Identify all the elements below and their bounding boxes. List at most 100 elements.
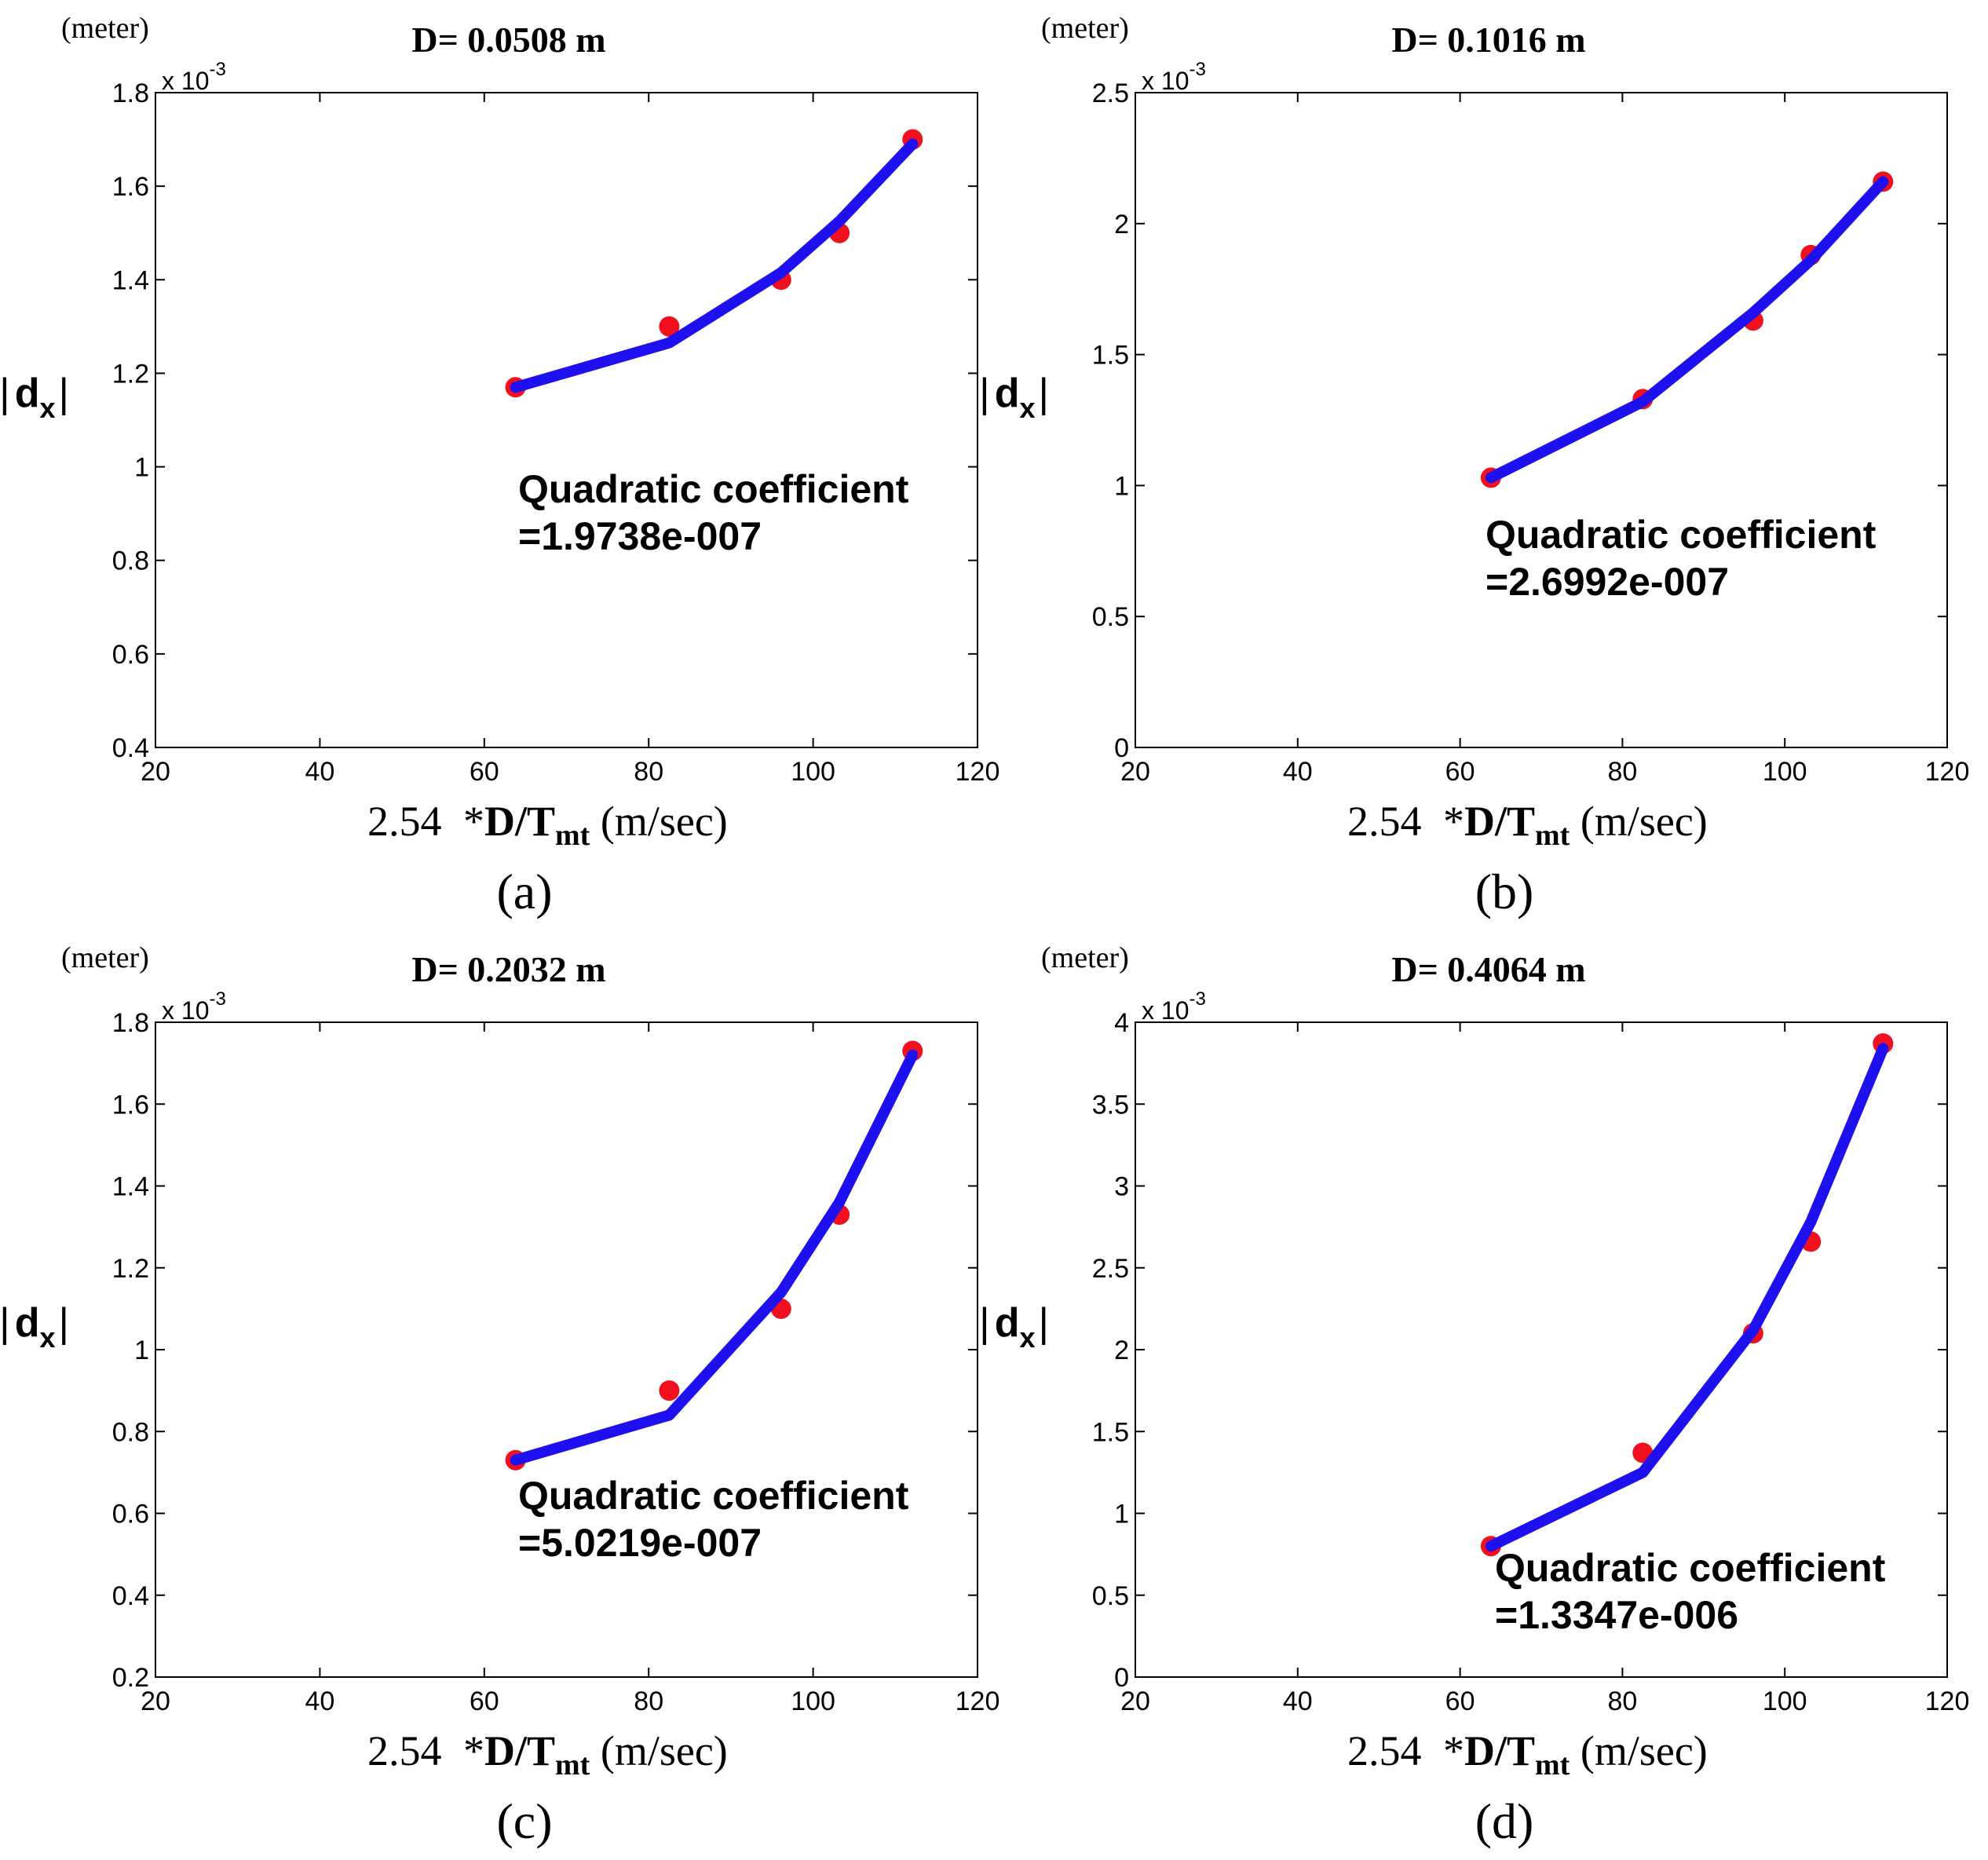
x-label-star: * [1443, 798, 1464, 845]
x-label-sub: mt [1535, 1749, 1570, 1781]
x-tick-label: 80 [634, 1686, 663, 1716]
x-label-prefix: 2.54 [367, 1727, 452, 1774]
exponent-power: -3 [209, 59, 225, 80]
x-tick-label: 120 [1925, 1686, 1970, 1716]
x-label-star: * [1443, 1727, 1464, 1774]
y-tick-label: 0.4 [112, 1581, 149, 1611]
y-tick-label: 0.8 [112, 546, 149, 576]
x-axis-label: 2.54 *D/Tmt (m/sec) [367, 1727, 728, 1781]
x-tick-label: 20 [141, 757, 170, 787]
y-tick-label: 0.2 [112, 1663, 149, 1693]
y-label-main: d [15, 1300, 40, 1346]
chart-panel-4: 20 40 60 80 100 120 0 0.5 1 1.5 2 2.5 3 3.5 4 x 10-3 (me… [979, 941, 1969, 1849]
fit-line [1485, 1043, 1889, 1552]
y-label-main: d [995, 371, 1020, 416]
x-tick-label: 120 [956, 1686, 1000, 1716]
plot-frame [155, 1021, 978, 1678]
y-label-bar-left: | [979, 1300, 990, 1346]
x-tick-label: 100 [1763, 757, 1807, 787]
exponent-label: x 10-3 [162, 988, 226, 1025]
y-tick-label: 0.6 [112, 640, 149, 670]
panel-label: (d) [1475, 1793, 1534, 1849]
x-axis-label: 2.54 *D/Tmt (m/sec) [1347, 798, 1708, 852]
y-tick-label: 2.5 [1092, 1254, 1129, 1284]
y-tick-label: 1.8 [112, 1008, 149, 1038]
y-tick-label: 0.6 [112, 1500, 149, 1529]
x-tick-label: 20 [1120, 757, 1150, 787]
y-label-bar-left: | [0, 1300, 10, 1346]
fit-line [1485, 176, 1889, 484]
x-label-star: * [463, 798, 484, 845]
y-label-bar-right: | [1038, 1300, 1049, 1346]
exponent-base: x 10 [162, 996, 209, 1025]
units-label: (meter) [1041, 12, 1129, 45]
units-label: (meter) [61, 12, 149, 45]
y-label-main: d [995, 1300, 1020, 1346]
data-point [659, 1380, 680, 1401]
x-tick-label: 40 [1283, 1686, 1313, 1716]
x-tick-label: 40 [305, 757, 334, 787]
y-tick-label: 4 [1114, 1008, 1129, 1038]
y-tick-label: 1.4 [112, 1172, 149, 1202]
x-tick-label: 80 [1607, 1686, 1637, 1716]
x-tick-label: 20 [1120, 1686, 1150, 1716]
x-tick-label: 60 [470, 1686, 499, 1716]
y-tick-label: 1.2 [112, 1254, 149, 1284]
x-axis-label: 2.54 *D/Tmt (m/sec) [367, 798, 728, 852]
chart-title: D= 0.2032 m [411, 949, 605, 989]
y-label-bar-right: | [1038, 371, 1049, 416]
y-label-main: d [15, 371, 40, 416]
x-tick-label: 40 [305, 1686, 334, 1716]
plot-frame [1135, 92, 1948, 748]
exponent-power: -3 [1189, 59, 1205, 80]
y-label-sub: x [39, 1321, 55, 1354]
x-tick-label: 80 [634, 757, 663, 787]
x-tick-label: 60 [1445, 1686, 1475, 1716]
x-label-main: D/T [484, 1727, 555, 1774]
y-tick-label: 3.5 [1092, 1090, 1129, 1120]
x-label-main: D/T [484, 798, 555, 845]
chart-panel-2: 20 40 60 80 100 120 0 0.5 1 1.5 2 2.5 x 10-3 (meter) D… [979, 12, 1969, 919]
x-label-prefix: 2.54 [1347, 1727, 1432, 1774]
y-tick-label: 2.5 [1092, 79, 1129, 108]
exponent-base: x 10 [162, 67, 209, 95]
y-tick-label: 0.5 [1092, 1581, 1129, 1611]
y-tick-label: 1 [134, 453, 149, 483]
x-label-suffix: (m/sec) [590, 798, 727, 845]
y-tick-label: 2 [1114, 1336, 1129, 1365]
x-tick-label: 60 [470, 757, 499, 787]
x-label-suffix: (m/sec) [590, 1727, 727, 1774]
data-point [659, 316, 680, 337]
exponent-label: x 10-3 [1142, 59, 1206, 95]
annotation-line-1: Quadratic coefficient [1495, 1546, 1886, 1590]
units-label: (meter) [1041, 941, 1129, 974]
x-tick-label: 80 [1607, 757, 1637, 787]
panel-label: (a) [496, 864, 552, 919]
plot-frame [155, 92, 978, 748]
x-axis-label: 2.54 *D/Tmt (m/sec) [1347, 1727, 1708, 1781]
panel-label: (c) [496, 1793, 552, 1849]
x-tick-label: 20 [141, 1686, 170, 1716]
y-tick-label: 1.5 [1092, 1417, 1129, 1447]
y-label-sub: x [1019, 392, 1035, 424]
annotation-line-1: Quadratic coefficient [518, 467, 909, 511]
y-label-bar-right: | [58, 371, 69, 416]
fit-line [510, 1049, 919, 1466]
y-tick-label: 1 [134, 1336, 149, 1365]
y-tick-label: 1 [1114, 471, 1129, 501]
y-tick-label: 1 [1114, 1500, 1129, 1529]
x-label-prefix: 2.54 [1347, 798, 1432, 845]
x-tick-label: 120 [1925, 757, 1970, 787]
x-tick-label: 40 [1283, 757, 1313, 787]
x-label-suffix: (m/sec) [1570, 798, 1707, 845]
annotation-line-1: Quadratic coefficient [1486, 513, 1877, 557]
y-tick-label: 2 [1114, 210, 1129, 239]
y-tick-label: 1.2 [112, 359, 149, 389]
panel-label: (b) [1475, 864, 1534, 919]
y-tick-label: 1.8 [112, 79, 149, 108]
x-label-main: D/T [1464, 1727, 1535, 1774]
y-label-bar-right: | [58, 1300, 69, 1346]
x-tick-label: 100 [791, 757, 835, 787]
annotation-line-2: =2.6992e-007 [1486, 560, 1729, 604]
fit-line [510, 138, 919, 393]
